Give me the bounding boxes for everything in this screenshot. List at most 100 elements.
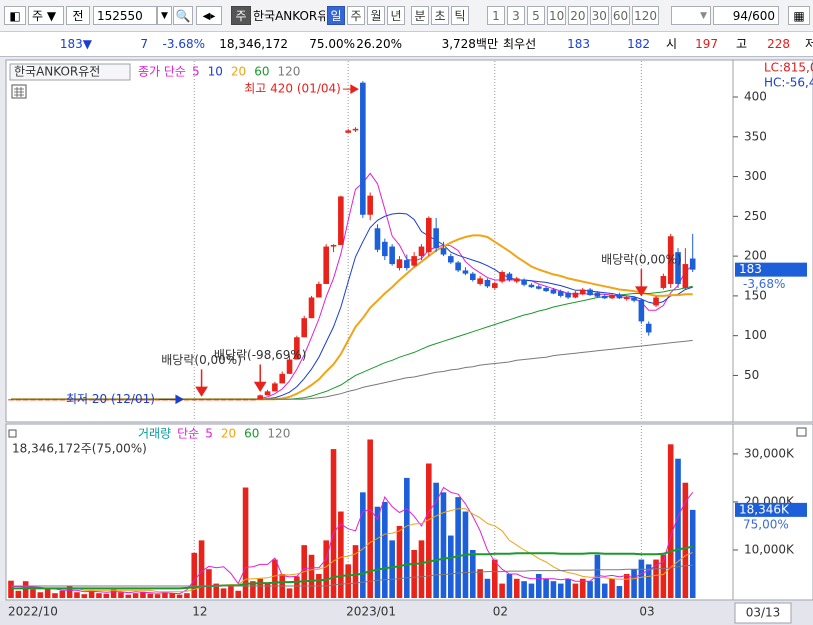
volume-bar: [374, 506, 381, 598]
volume-bar: [645, 564, 652, 598]
candle-body: [118, 399, 124, 401]
x-tick-label: 12: [192, 605, 207, 619]
volume-bar: [15, 590, 22, 598]
sound-button[interactable]: ◀▸: [196, 6, 222, 25]
candle-body: [30, 399, 36, 401]
last-value-box: [735, 502, 807, 517]
candle-body: [631, 297, 637, 301]
period-button[interactable]: 분: [411, 6, 429, 25]
period-button[interactable]: 일: [327, 6, 345, 25]
search-button[interactable]: 🔍: [173, 6, 193, 25]
volume-bar: [521, 581, 527, 598]
interval-button[interactable]: 10: [547, 6, 567, 25]
volume-bar: [667, 444, 674, 598]
menu-icon[interactable]: ◧: [4, 6, 26, 25]
code-input[interactable]: 152550: [93, 6, 157, 25]
annotation-arrow: [253, 364, 267, 392]
volume-bar: [477, 569, 483, 598]
annotation-arrow: [635, 269, 648, 297]
panel-icon: [796, 427, 807, 437]
code-dropdown[interactable]: ▼: [157, 6, 172, 25]
volume-bar: [638, 559, 645, 598]
candle-body: [257, 395, 264, 400]
market-select[interactable]: 주 ▼: [28, 6, 64, 25]
volume-bar: [609, 578, 615, 598]
candle-body: [528, 284, 535, 288]
volume-bar: [601, 583, 608, 598]
candle-body: [506, 273, 513, 280]
volume-bar: [191, 552, 198, 598]
interval-button[interactable]: 5: [527, 6, 545, 25]
last-rate: 75,00%: [743, 517, 789, 531]
volume-bar: [535, 573, 542, 598]
scope-button[interactable]: 전: [66, 6, 90, 25]
candle-body: [213, 399, 220, 401]
volume-bar: [242, 487, 249, 598]
interval-button[interactable]: 30: [589, 6, 609, 25]
candle-body: [338, 196, 344, 245]
last-value: 18,346K: [739, 502, 790, 516]
period-button[interactable]: 주: [347, 6, 365, 25]
price: 183▼: [59, 37, 92, 51]
annotation-arrow: [195, 369, 208, 397]
period-button[interactable]: 월: [367, 6, 385, 25]
candle-body: [477, 278, 483, 284]
candle-body: [8, 399, 14, 401]
volume-bar: [184, 593, 190, 598]
volume-bar: [74, 592, 80, 598]
candle-body: [308, 297, 315, 319]
legend-item: 60: [254, 65, 269, 79]
volume-bar: [140, 591, 146, 598]
candle-body: [22, 399, 29, 401]
volume-bar: [455, 497, 461, 598]
volume-bar: [616, 585, 623, 598]
candle-body: [96, 399, 102, 401]
limit-label: LC:815,00: [764, 61, 813, 75]
limit-label: HC:-56,43: [764, 76, 813, 90]
volume-bar: [653, 559, 659, 598]
candle-body: [272, 383, 278, 392]
y-tick-label: 250: [744, 209, 767, 223]
ma-line: [11, 564, 693, 587]
y-tick-label: 300: [744, 169, 767, 183]
period-button[interactable]: 틱: [451, 6, 469, 25]
candle-body: [330, 244, 337, 247]
market: 주: [32, 9, 44, 23]
volume-bar: [330, 449, 337, 598]
interval-button[interactable]: 20: [568, 6, 588, 25]
volume-bar: [411, 549, 417, 598]
candle-body: [653, 297, 659, 306]
best-label: 최우선: [503, 37, 537, 51]
legend-item: 5: [205, 427, 213, 441]
volume-bar: [682, 482, 689, 598]
volume-bar: [565, 578, 571, 598]
period-button[interactable]: 년: [387, 6, 405, 25]
period-button[interactable]: 초: [431, 6, 449, 25]
volume: 18,346,172: [219, 37, 288, 51]
annotation: 최저 20 (12/01): [66, 392, 155, 406]
volume-bar: [404, 477, 410, 598]
volume-bar: [572, 583, 579, 598]
interval-input[interactable]: ▼: [671, 6, 711, 25]
candle-body: [15, 399, 22, 401]
annotation: 배당락(0,00%): [161, 353, 242, 367]
interval-button[interactable]: 120: [632, 6, 660, 25]
interval-button[interactable]: 3: [507, 6, 525, 25]
volume-bar: [382, 501, 388, 598]
y-tick-label: 100: [744, 328, 767, 342]
volume-bar: [96, 593, 102, 598]
interval-button[interactable]: 60: [610, 6, 631, 25]
candle-body: [264, 391, 271, 396]
interval-button[interactable]: 1: [487, 6, 505, 25]
volume-bar: [338, 511, 344, 598]
candle-body: [645, 323, 652, 333]
candle-body: [367, 195, 373, 215]
settings-icon[interactable]: ▦: [788, 6, 810, 25]
volume-bar: [367, 439, 373, 598]
quote-bar: 183▼ 7 -3.68% 18,346,172 75.00% 26.20% 3…: [0, 32, 813, 57]
volume-bar: [491, 559, 498, 598]
candle-body: [455, 262, 461, 271]
x-axis-band: [0, 601, 813, 625]
candle-body: [279, 373, 286, 384]
